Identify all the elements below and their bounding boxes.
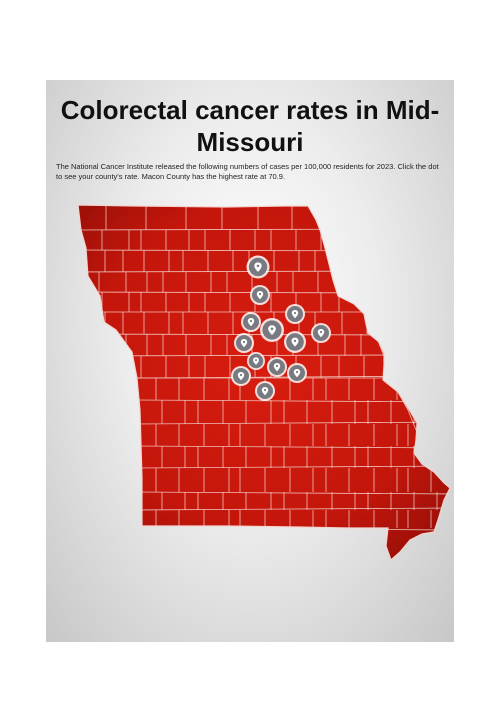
county-marker[interactable]: [250, 285, 270, 305]
story-panel: Colorectal cancer rates in Mid-Missouri …: [46, 80, 454, 642]
location-pin-icon: [291, 310, 299, 319]
county-marker[interactable]: [234, 333, 254, 353]
location-pin-icon: [273, 363, 281, 372]
location-pin-icon: [268, 325, 276, 336]
county-marker[interactable]: [246, 255, 270, 279]
location-pin-icon: [247, 318, 255, 327]
county-marker[interactable]: [231, 366, 251, 386]
county-marker[interactable]: [311, 323, 331, 343]
location-pin-icon: [317, 329, 325, 338]
county-markers: [231, 255, 331, 401]
location-pin-icon: [237, 372, 245, 381]
location-pin-icon: [293, 369, 301, 378]
county-marker[interactable]: [284, 331, 306, 353]
missouri-county-map: [77, 204, 451, 561]
page-title: Colorectal cancer rates in Mid-Missouri: [60, 95, 440, 157]
county-marker[interactable]: [260, 318, 284, 342]
county-marker[interactable]: [247, 352, 265, 370]
location-pin-icon: [291, 337, 299, 347]
location-pin-icon: [240, 339, 248, 348]
location-pin-icon: [254, 262, 262, 272]
county-marker[interactable]: [285, 304, 305, 324]
county-marker[interactable]: [255, 381, 275, 401]
county-marker[interactable]: [287, 363, 307, 383]
location-pin-icon: [256, 291, 264, 300]
county-marker[interactable]: [267, 357, 287, 377]
county-marker[interactable]: [241, 312, 261, 332]
location-pin-icon: [261, 387, 269, 396]
page-description: The National Cancer Institute released t…: [56, 162, 439, 181]
